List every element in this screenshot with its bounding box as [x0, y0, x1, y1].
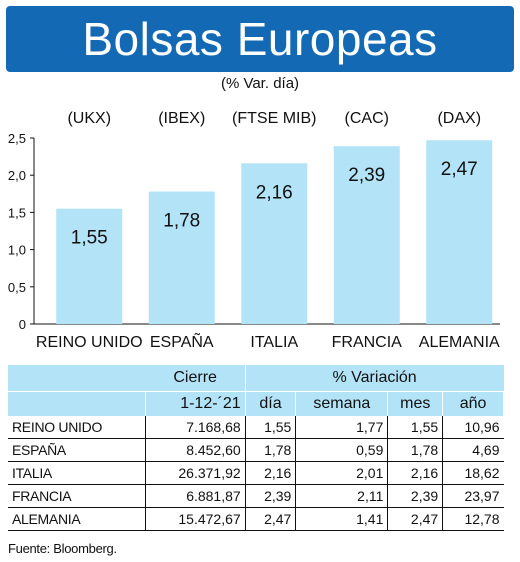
y-tick-label: 0: [19, 317, 26, 332]
index-labels: (UKX) (IBEX) (FTSE MIB) (CAC) (DAX): [67, 110, 481, 127]
table-cell: 2,01: [295, 461, 389, 485]
header-semana: semana: [295, 391, 389, 416]
data-table: Cierre % Variación 1-12-´21 día semana m…: [8, 365, 504, 531]
row-market: ALEMANIA: [8, 507, 147, 531]
table-row: ESPAÑA 8.452,60 1,78 0,59 1,78 4,69: [8, 438, 504, 462]
index-label: (UKX): [67, 110, 111, 127]
y-tick-label: 0,5: [8, 280, 26, 295]
table-cell: 4,69: [442, 438, 504, 462]
page-title: Bolsas Europeas: [82, 13, 438, 65]
chart-subtitle: (% Var. día): [220, 75, 300, 92]
table-cell: 2,16: [387, 461, 444, 485]
category-label: ESPAÑA: [150, 331, 214, 351]
bar: [148, 191, 215, 324]
table-cell: 2,39: [245, 484, 297, 508]
table-cell: 26.371,92: [145, 461, 246, 485]
y-tick-label: 2,0: [8, 168, 26, 183]
table-cell: 0,59: [295, 438, 389, 462]
category-label: ALEMANIA: [419, 334, 500, 351]
table-cell: 23,97: [442, 484, 504, 508]
header-date: 1-12-´21: [145, 391, 246, 416]
table-cell: 10,96: [442, 416, 504, 439]
table-cell: 2,11: [295, 484, 389, 508]
table-cell: 7.168,68: [145, 416, 246, 439]
table-cell: 18,62: [442, 461, 504, 485]
table-row: REINO UNIDO 7.168,68 1,55 1,77 1,55 10,96: [8, 416, 504, 439]
row-market: FRANCIA: [8, 484, 147, 508]
header-dia: día: [245, 391, 297, 416]
bar-value-label: 1,78: [163, 211, 200, 232]
title-banner: Bolsas Europeas: [6, 6, 514, 72]
y-tick-label: 1,5: [8, 205, 26, 220]
header-cierre: Cierre: [145, 365, 246, 392]
bar-value-label: 2,47: [441, 159, 478, 180]
table-corner: [8, 365, 146, 392]
table-cell: 1,55: [387, 416, 444, 439]
bar-value-label: 2,16: [256, 182, 293, 203]
index-label: (CAC): [345, 110, 389, 127]
header-variacion: % Variación: [244, 365, 504, 392]
category-labels: REINO UNIDO ESPAÑA ITALIA FRANCIA ALEMANIA: [36, 331, 500, 351]
source-note: Fuente: Bloomberg.: [8, 541, 117, 556]
table-cell: 1,41: [295, 507, 389, 531]
bar-value-label: 1,55: [71, 228, 108, 249]
table-cell: 1,55: [245, 416, 297, 439]
table-row: ITALIA 26.371,92 2,16 2,01 2,16 18,62: [8, 461, 504, 485]
bar: [333, 146, 400, 324]
category-label: REINO UNIDO: [36, 334, 143, 351]
table-row: FRANCIA 6.881,87 2,39 2,11 2,39 23,97: [8, 484, 504, 508]
table-cell: 15.472,67: [145, 507, 246, 531]
bar: [241, 163, 308, 324]
category-label: ITALIA: [250, 334, 298, 351]
table-cell: 1,78: [387, 438, 444, 462]
table-cell: 2,47: [245, 507, 297, 531]
y-tick-label: 2,5: [8, 131, 26, 146]
table-corner-2: [8, 391, 147, 416]
index-label: (FTSE MIB): [232, 110, 316, 127]
table-cell: 8.452,60: [145, 438, 246, 462]
table-cell: 1,77: [295, 416, 389, 439]
bar-chart: (UKX) (IBEX) (FTSE MIB) (CAC) (DAX) 0 0,5 1,0 1…: [8, 110, 500, 351]
table-cell: 2,16: [245, 461, 297, 485]
table-cell: 2,47: [387, 507, 444, 531]
y-tick-label: 1,0: [8, 243, 26, 258]
table-cell: 2,39: [387, 484, 444, 508]
bars: 1,55 1,78 2,16 2,39 2,47: [56, 140, 493, 324]
index-label: (DAX): [437, 110, 481, 127]
bar: [426, 140, 493, 324]
row-market: ESPAÑA: [8, 438, 147, 462]
table-cell: 12,78: [442, 507, 504, 531]
row-market: ITALIA: [8, 461, 147, 485]
header-mes: mes: [387, 391, 444, 416]
index-label: (IBEX): [158, 110, 205, 127]
bar: [56, 208, 123, 324]
table-cell: 6.881,87: [145, 484, 246, 508]
table-cell: 1,78: [245, 438, 297, 462]
row-market: REINO UNIDO: [8, 416, 147, 439]
bar-value-label: 2,39: [348, 165, 385, 186]
header-ano: año: [442, 391, 504, 416]
table-row: ALEMANIA 15.472,67 2,47 1,41 2,47 12,78: [8, 507, 504, 531]
category-label: FRANCIA: [332, 334, 403, 351]
